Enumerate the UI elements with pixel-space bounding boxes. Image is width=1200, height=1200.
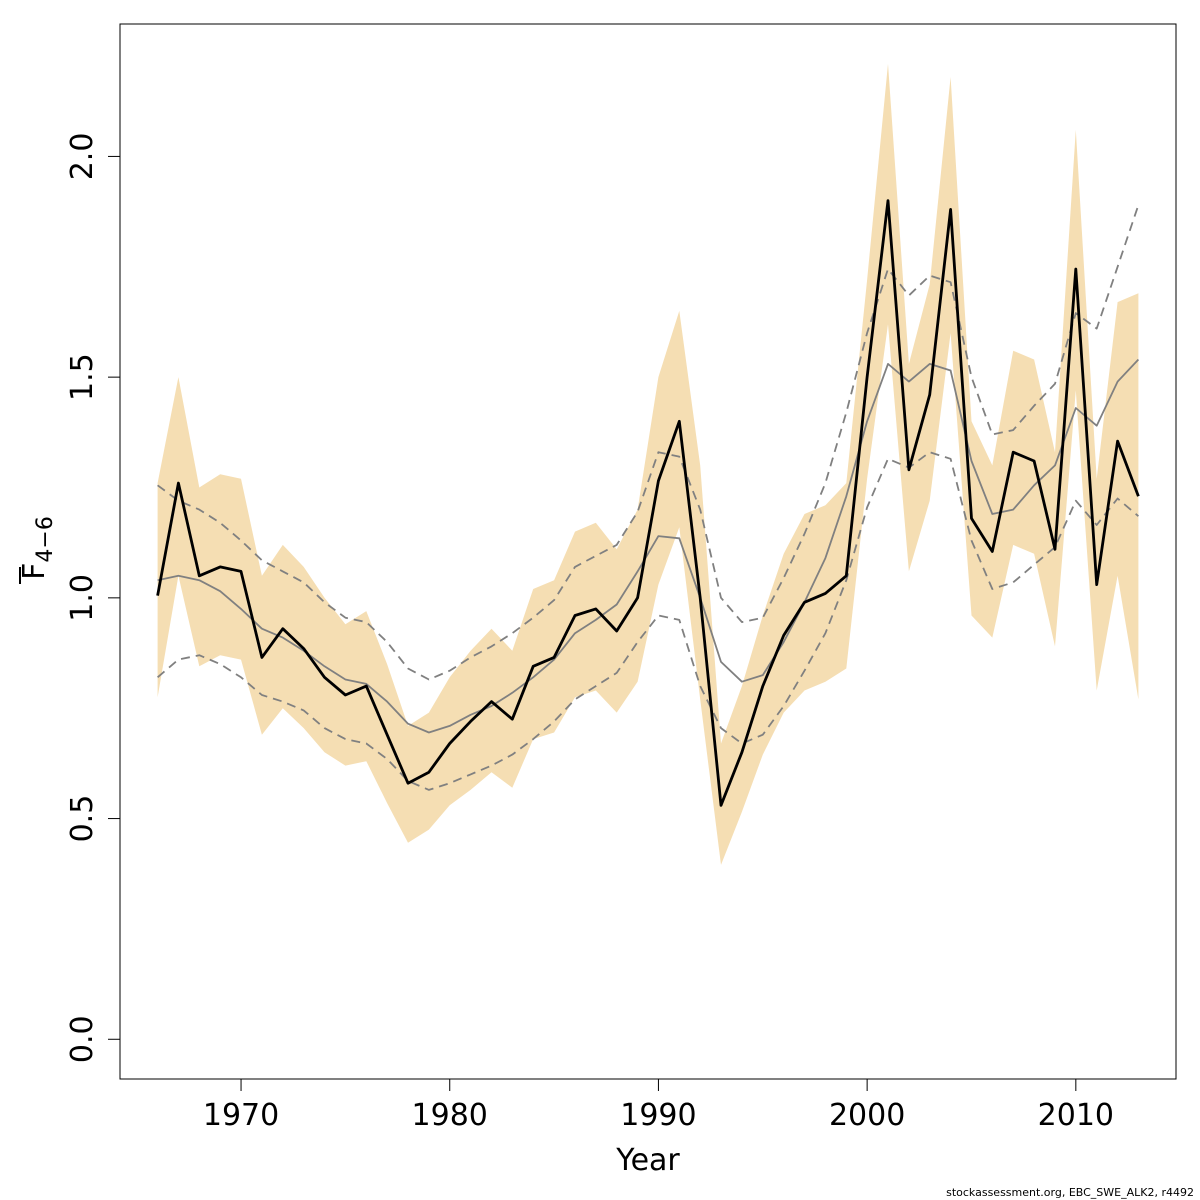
svg-text:F4−6: F4−6 bbox=[17, 516, 58, 580]
y-axis: 0.0 0.5 1.0 1.5 2.0 bbox=[65, 133, 121, 1063]
y-tick-label: 2.0 bbox=[65, 133, 100, 181]
y-axis-title-main: F bbox=[17, 563, 52, 580]
y-tick-label: 1.5 bbox=[65, 353, 100, 401]
estimate-line bbox=[156, 199, 1140, 807]
confidence-band bbox=[157, 63, 1139, 865]
x-tick-label: 2000 bbox=[829, 1098, 905, 1133]
retro-mean-line bbox=[157, 358, 1140, 734]
x-tick-label: 1970 bbox=[203, 1098, 279, 1133]
y-axis-title: F4−6 bbox=[17, 516, 58, 584]
retro-upper-line bbox=[157, 204, 1140, 681]
x-tick-label: 1980 bbox=[412, 1098, 488, 1133]
series-layer bbox=[156, 63, 1140, 865]
y-axis-title-subscript: 4−6 bbox=[33, 516, 58, 562]
y-tick-label: 1.0 bbox=[65, 574, 100, 622]
x-axis-title: Year bbox=[615, 1143, 680, 1178]
x-axis: 1970 1980 1990 2000 2010 bbox=[203, 1078, 1114, 1133]
y-tick-label: 0.0 bbox=[65, 1015, 100, 1063]
x-tick-label: 2010 bbox=[1038, 1098, 1114, 1133]
y-tick-label: 0.5 bbox=[65, 795, 100, 843]
credit-text: stockassessment.org, EBC_SWE_ALK2, r4492 bbox=[946, 1186, 1194, 1199]
x-tick-label: 1990 bbox=[620, 1098, 696, 1133]
